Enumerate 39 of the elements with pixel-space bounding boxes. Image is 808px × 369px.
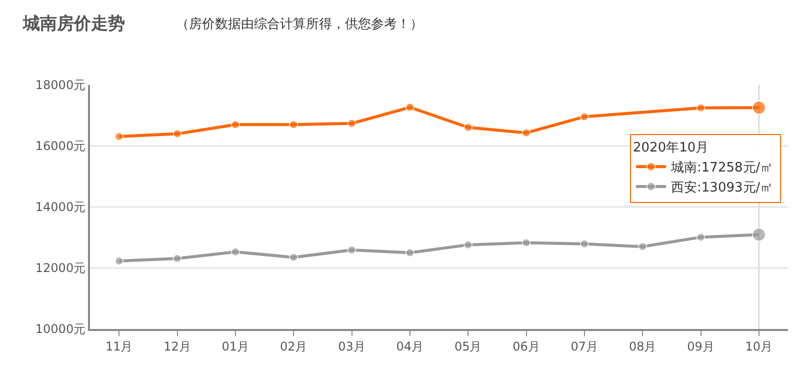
legend-title: 2020年10月 <box>633 140 709 156</box>
x-tick-label: 03月 <box>338 339 366 354</box>
point <box>696 103 706 112</box>
legend-label: 城南:17258元/㎡ <box>670 160 774 176</box>
point <box>522 128 531 138</box>
x-tick-label: 04月 <box>396 339 424 354</box>
x-tick-label: 01月 <box>222 339 250 354</box>
point <box>230 247 240 256</box>
point <box>172 129 182 138</box>
y-tick-label: 14000元 <box>35 200 86 214</box>
x-tick-label: 11月 <box>105 339 133 354</box>
point <box>230 120 240 130</box>
y-tick-label: 18000元 <box>35 78 86 92</box>
point <box>464 240 473 250</box>
point <box>638 242 648 252</box>
point <box>464 122 473 132</box>
point <box>696 232 706 242</box>
chart-subtitle: （房价数据由综合计算所得，供您参考！） <box>176 16 423 32</box>
x-tick-label: 12月 <box>164 339 191 354</box>
y-tick-label: 12000元 <box>35 261 86 276</box>
point <box>405 102 414 112</box>
legend-label: 西安:13093元/㎡ <box>671 180 774 196</box>
point <box>405 248 414 258</box>
x-tick-label: 06月 <box>512 339 540 354</box>
x-tick-label: 08月 <box>628 339 656 354</box>
y-tick-label: 16000元 <box>35 139 86 154</box>
point <box>580 239 589 248</box>
x-tick-label: 05月 <box>454 339 482 354</box>
x-tick-label: 09月 <box>687 339 714 354</box>
y-tick-label: 10000元 <box>35 322 86 336</box>
point <box>580 112 589 122</box>
x-tick-label: 10月 <box>745 339 773 354</box>
x-tick-label: 07月 <box>570 339 598 354</box>
point <box>522 238 531 248</box>
point <box>289 120 298 130</box>
point <box>347 118 356 128</box>
point <box>289 252 298 262</box>
x-tick-label: 02月 <box>280 339 308 354</box>
chart-title: 城南房价走势 <box>22 14 125 34</box>
